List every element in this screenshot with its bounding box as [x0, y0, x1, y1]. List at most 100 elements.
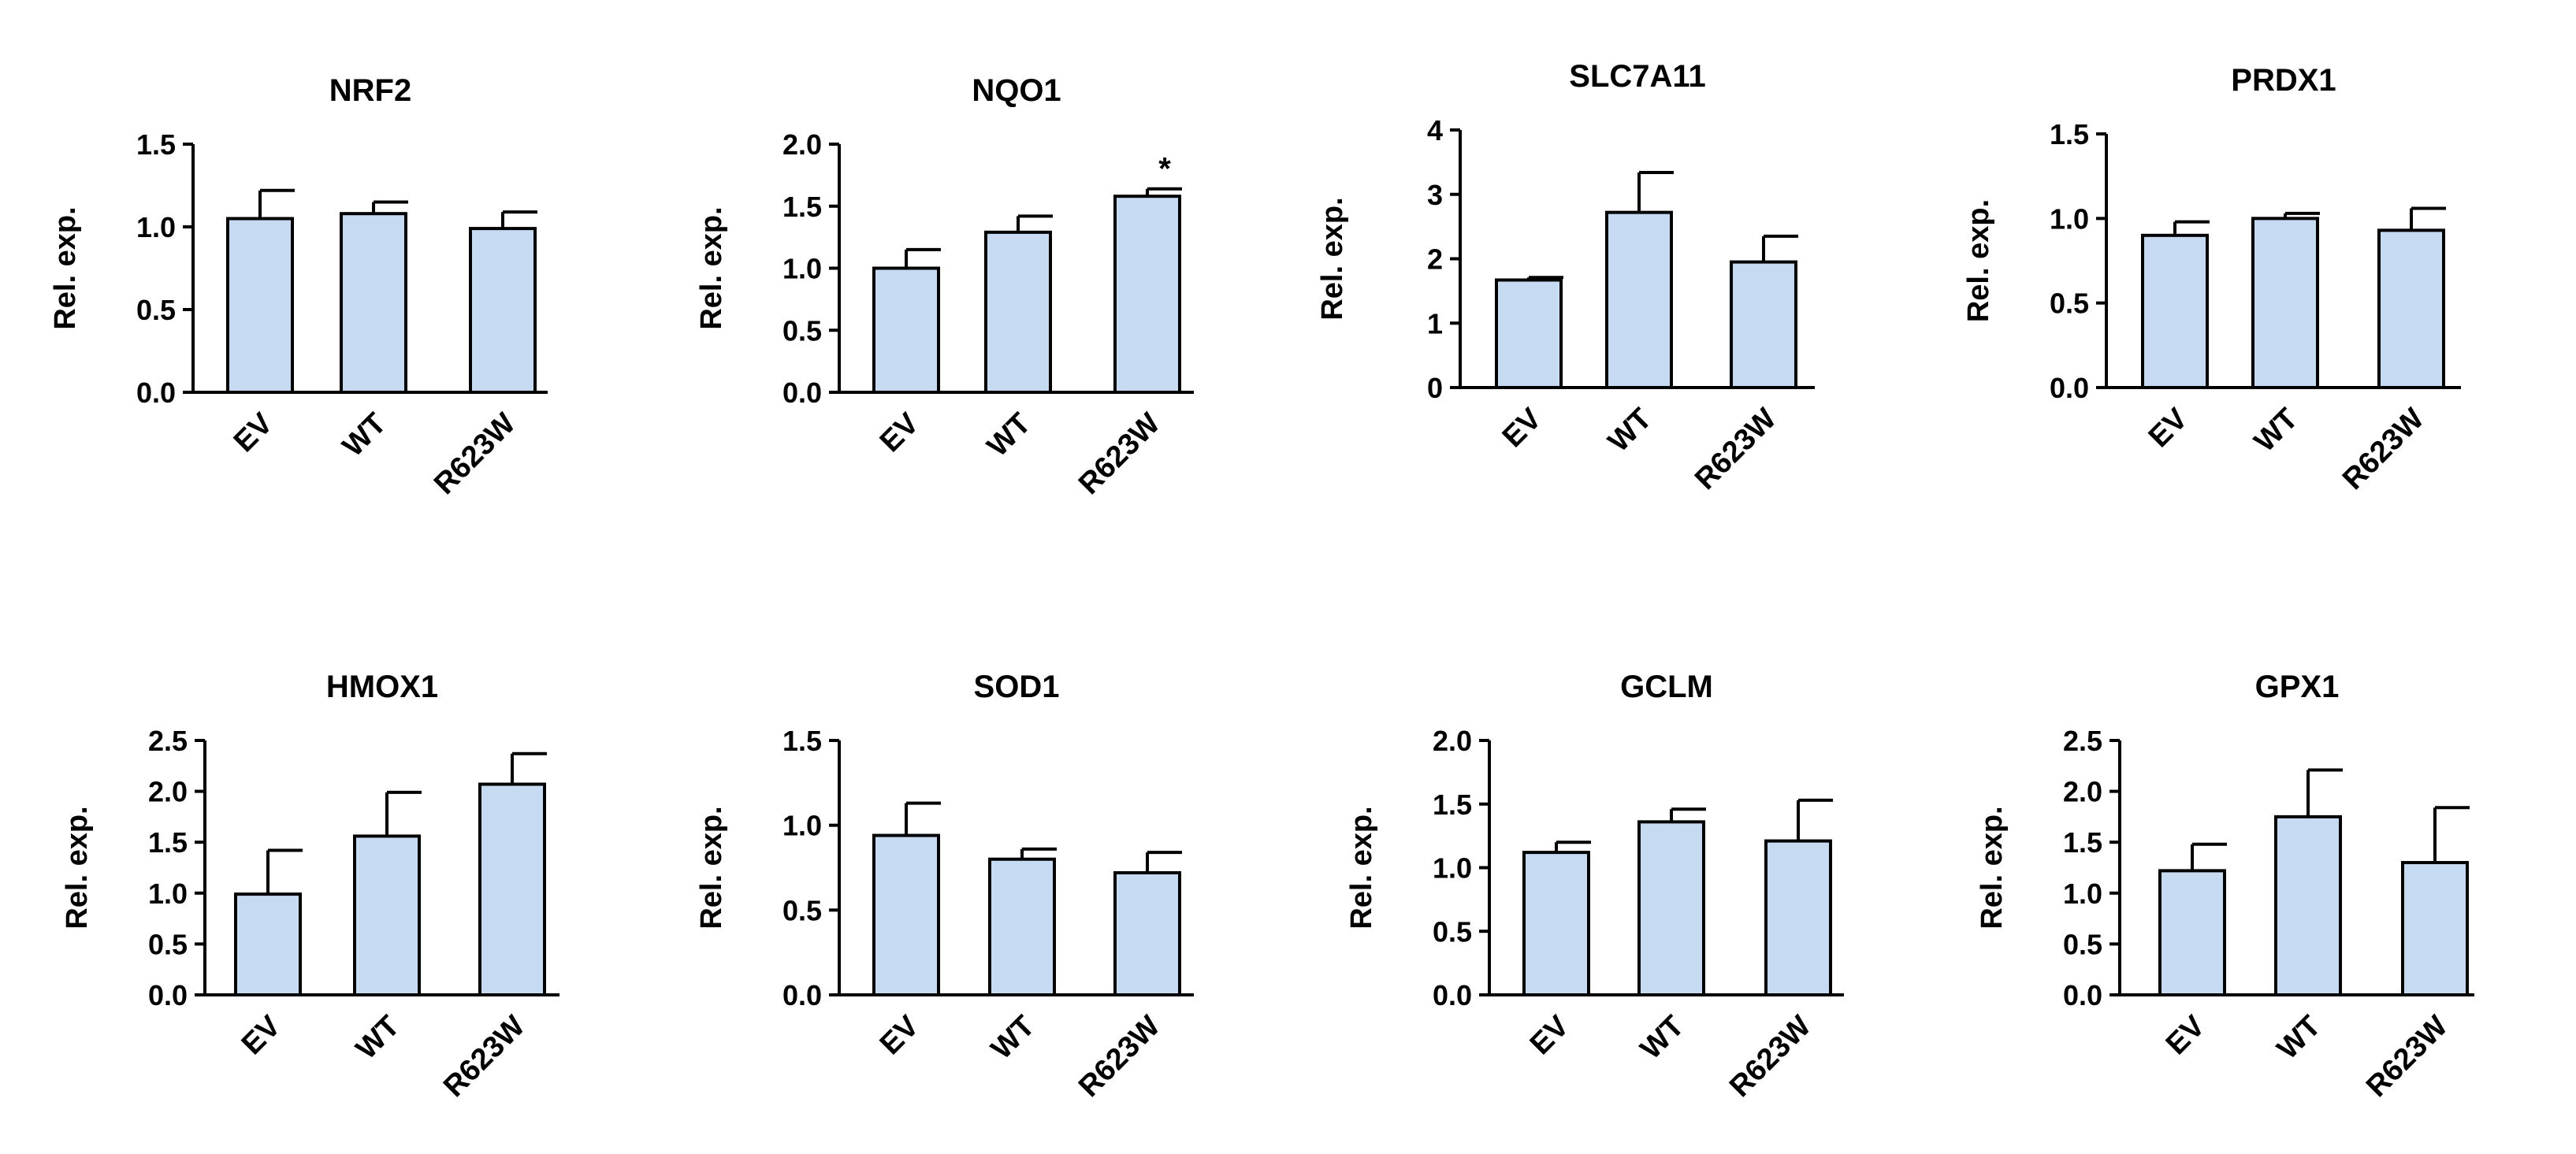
panel-gpx1-y-tick-label: 1.0: [2063, 878, 2102, 910]
panel-prdx1-category-label-ev: EV: [2143, 402, 2195, 454]
panel-gpx1-y-tick-label: 0.0: [2063, 979, 2102, 1011]
panel-nrf2-y-axis-label: Rel. exp.: [49, 206, 82, 329]
panel-hmox1-y-tick-label: 0.5: [148, 928, 188, 960]
panel-slc7a11-y-tick-label: 0: [1427, 372, 1443, 404]
panel-hmox1-title: HMOX1: [326, 670, 438, 704]
panel-sod1-y-tick-label: 0.5: [782, 894, 822, 926]
panel-prdx1-title: PRDX1: [2231, 63, 2336, 98]
panel-gpx1-y-tick-label: 0.5: [2063, 928, 2102, 960]
panel-gclm-bar-ev: [1522, 851, 1590, 996]
panel-sod1-y-tick-label: 1.5: [782, 725, 822, 757]
panel-prdx1-y-tick-label: 1.0: [2050, 202, 2089, 235]
panel-slc7a11-y-axis-label: Rel. exp.: [1316, 197, 1349, 320]
panel-prdx1-bar-ev: [2141, 233, 2209, 389]
panel-slc7a11-y-tick-label: 1: [1427, 307, 1443, 340]
panel-nqo1-y-tick-label: 2.0: [782, 128, 822, 161]
panel-nrf2-y-tick-label: 1.5: [136, 128, 176, 161]
panel-nrf2-y-tick-label: 0.5: [136, 294, 176, 326]
panel-prdx1-category-label-r623w: R623W: [2336, 403, 2430, 496]
panel-gclm-y-tick-label: 2.0: [1433, 725, 1472, 757]
panel-gpx1-category-label-wt: WT: [2271, 1010, 2327, 1066]
panel-hmox1-category-label-r623w: R623W: [437, 1010, 531, 1104]
panel-hmox1-bar-ev: [234, 892, 302, 997]
panel-sod1-category-label-r623w: R623W: [1072, 1010, 1166, 1104]
panel-slc7a11-title: SLC7A11: [1569, 59, 1705, 94]
panel-hmox1-category-label-ev: EV: [236, 1009, 288, 1061]
panel-nqo1-category-label-ev: EV: [874, 406, 926, 458]
panel-sod1-category-label-ev: EV: [874, 1009, 926, 1061]
panel-nqo1-title: NQO1: [972, 73, 1061, 108]
panel-hmox1-y-tick-label: 1.5: [148, 826, 188, 859]
panel-slc7a11-bar-ev: [1495, 278, 1563, 390]
panel-hmox1-bar-wt: [353, 834, 421, 996]
panel-slc7a11-y-tick-label: 2: [1427, 243, 1443, 276]
panel-gclm-bar-r623w: [1764, 839, 1832, 996]
panel-gpx1-y-axis-label: Rel. exp.: [1976, 806, 2009, 929]
panel-gclm-y-tick-label: 0.0: [1433, 979, 1472, 1011]
panel-gpx1-bar-r623w: [2401, 861, 2469, 997]
panel-gclm-bar-wt: [1637, 820, 1705, 996]
panel-slc7a11-category-label-r623w: R623W: [1689, 403, 1782, 496]
panel-gclm-y-tick-label: 1.0: [1433, 852, 1472, 885]
panel-hmox1-category-label-wt: WT: [350, 1010, 406, 1066]
panel-nqo1-y-tick-label: 0.0: [782, 377, 822, 409]
panel-gpx1-y-tick-label: 2.0: [2063, 776, 2102, 808]
panel-gclm-category-label-r623w: R623W: [1723, 1010, 1817, 1104]
panel-nrf2-bar-r623w: [469, 227, 537, 394]
panel-nqo1-bar-ev: [872, 266, 940, 394]
panel-sod1-y-axis-label: Rel. exp.: [695, 806, 728, 929]
panel-nrf2-bar-wt: [340, 212, 407, 395]
panel-nqo1-y-tick-label: 1.5: [782, 191, 822, 223]
panel-slc7a11-y-tick-label: 3: [1427, 179, 1443, 211]
panel-nqo1-category-label-r623w: R623W: [1072, 407, 1166, 501]
panel-nqo1-y-tick-label: 0.5: [782, 314, 822, 347]
panel-gclm-y-tick-label: 1.5: [1433, 789, 1472, 821]
panel-prdx1-bar-wt: [2251, 217, 2319, 390]
panel-sod1-title: SOD1: [974, 670, 1060, 704]
panel-slc7a11-bar-r623w: [1730, 260, 1797, 389]
panel-nqo1-y-tick-label: 1.0: [782, 253, 822, 285]
panel-gclm-title: GCLM: [1620, 670, 1713, 704]
panel-hmox1-bar-r623w: [478, 782, 546, 997]
panel-gpx1-title: GPX1: [2255, 670, 2340, 704]
panel-prdx1-y-axis-label: Rel. exp.: [1962, 199, 1995, 322]
panel-prdx1-y-tick-label: 1.5: [2050, 118, 2089, 150]
panel-hmox1-y-axis-label: Rel. exp.: [61, 806, 94, 929]
panel-hmox1-y-tick-label: 2.0: [148, 776, 188, 808]
panel-hmox1-y-tick-label: 0.0: [148, 979, 188, 1011]
panel-nqo1-bar-r623w: [1113, 195, 1181, 394]
panel-nrf2-category-label-ev: EV: [228, 406, 280, 458]
panel-hmox1-y-tick-label: 2.5: [148, 725, 188, 757]
panel-sod1-bar-wt: [988, 857, 1056, 996]
panel-hmox1-y-tick-label: 1.0: [148, 878, 188, 910]
panel-nqo1-category-label-wt: WT: [981, 407, 1037, 463]
panel-slc7a11-category-label-ev: EV: [1496, 402, 1548, 454]
panel-nrf2-category-label-wt: WT: [336, 407, 392, 463]
panel-gpx1-y-tick-label: 2.5: [2063, 725, 2102, 757]
panel-nqo1-y-axis-label: Rel. exp.: [695, 206, 728, 329]
panel-gclm-category-label-ev: EV: [1524, 1009, 1576, 1061]
panel-gclm-y-axis-label: Rel. exp.: [1345, 806, 1378, 929]
panel-nrf2-y-tick-label: 0.0: [136, 377, 176, 409]
panel-sod1-category-label-wt: WT: [985, 1010, 1041, 1066]
panel-nrf2-category-label-r623w: R623W: [428, 407, 522, 501]
panel-nqo1-significance-marker: *: [1158, 152, 1171, 187]
panel-gpx1-category-label-ev: EV: [2160, 1009, 2212, 1061]
panel-nrf2-y-tick-label: 1.0: [136, 211, 176, 243]
panel-prdx1-category-label-wt: WT: [2248, 403, 2304, 458]
panel-slc7a11-y-tick-label: 4: [1427, 114, 1443, 147]
panel-gpx1-category-label-r623w: R623W: [2360, 1010, 2454, 1104]
panel-nrf2-title: NRF2: [329, 73, 411, 108]
panel-slc7a11-bar-wt: [1605, 210, 1673, 390]
panel-gclm-y-tick-label: 0.5: [1433, 915, 1472, 948]
panel-gclm-category-label-wt: WT: [1634, 1010, 1690, 1066]
panel-prdx1-y-tick-label: 0.0: [2050, 372, 2089, 404]
panel-prdx1-y-tick-label: 0.5: [2050, 288, 2089, 320]
panel-gpx1-y-tick-label: 1.5: [2063, 826, 2102, 859]
panel-sod1-bar-ev: [872, 833, 940, 996]
panel-gpx1-bar-ev: [2158, 869, 2226, 996]
panel-nqo1-bar-wt: [984, 230, 1052, 395]
panel-nrf2-bar-ev: [226, 217, 294, 394]
panel-gpx1-bar-wt: [2274, 814, 2342, 997]
